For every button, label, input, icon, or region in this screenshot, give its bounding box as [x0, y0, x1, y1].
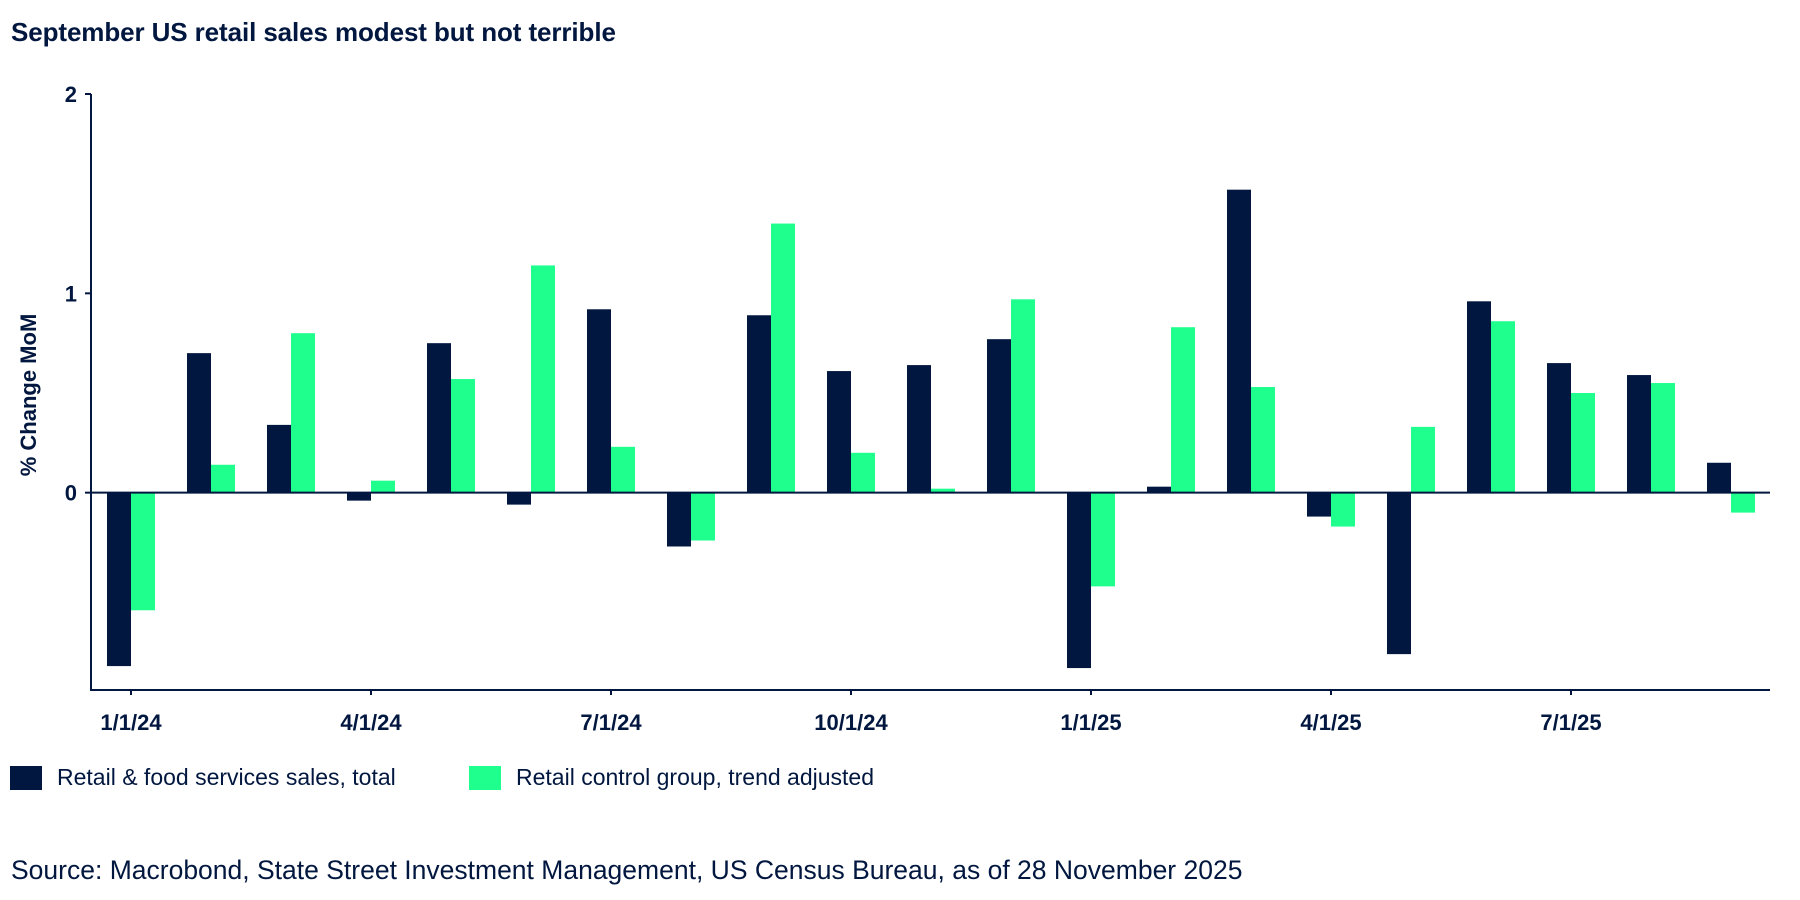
bar-control-2024-04 — [371, 480, 395, 493]
y-axis-label: % Change MoM — [16, 314, 41, 477]
bar-total-2024-11 — [907, 365, 931, 493]
x-tick-label: 1/1/25 — [1060, 710, 1121, 735]
bar-control-2025-06 — [1491, 321, 1515, 493]
bar-control-2024-01 — [131, 492, 155, 611]
legend-swatch-green — [469, 765, 501, 790]
bar-total-2025-02 — [1147, 486, 1171, 493]
bar-total-2025-05 — [1387, 492, 1411, 655]
chart-title: September US retail sales modest but not… — [11, 17, 616, 47]
bar-total-2025-04 — [1307, 492, 1331, 517]
bar-control-2024-07 — [611, 446, 635, 493]
bar-total-2024-06 — [507, 492, 531, 505]
bar-control-2025-04 — [1331, 492, 1355, 527]
bar-control-2025-03 — [1251, 387, 1275, 493]
bar-total-2024-01 — [107, 492, 131, 667]
x-tick-label: 7/1/24 — [580, 710, 642, 735]
bar-total-2024-08 — [667, 492, 691, 547]
legend-swatch-navy — [10, 765, 42, 790]
bar-chart: 0 1 2 1/1/24 4/1/24 7/1/24 10/1/24 1/1/25 4/1/2… — [16, 82, 1770, 735]
bar-total-2025-09 — [1707, 462, 1731, 493]
bar-total-2024-07 — [587, 309, 611, 493]
legend-item-total: Retail & food services sales, total — [10, 764, 396, 791]
bar-total-2024-04 — [347, 492, 371, 501]
x-ticks: 1/1/24 4/1/24 7/1/24 10/1/24 1/1/25 4/1/25 7/1… — [100, 690, 1602, 735]
bar-control-2024-05 — [451, 379, 475, 493]
legend-label-control: Retail control group, trend adjusted — [516, 764, 874, 790]
bar-control-2024-12 — [1011, 299, 1035, 493]
bar-control-2024-08 — [691, 492, 715, 541]
bar-total-2024-10 — [827, 371, 851, 493]
bar-total-2025-01 — [1067, 492, 1091, 669]
y-tick-label: 0 — [65, 481, 77, 506]
x-tick-label: 1/1/24 — [100, 710, 162, 735]
bars-group — [107, 189, 1755, 669]
x-tick-label: 7/1/25 — [1540, 710, 1601, 735]
x-tick-label: 4/1/25 — [1300, 710, 1361, 735]
legend-item-control: Retail control group, trend adjusted — [469, 764, 874, 791]
bar-control-2024-09 — [771, 223, 795, 493]
bar-total-2024-02 — [187, 353, 211, 493]
x-tick-label: 4/1/24 — [340, 710, 402, 735]
bar-total-2024-03 — [267, 424, 291, 493]
bar-control-2024-06 — [531, 265, 555, 493]
bar-control-2025-09 — [1731, 492, 1755, 513]
bar-total-2025-08 — [1627, 375, 1651, 493]
bar-control-2025-02 — [1171, 327, 1195, 493]
y-ticks: 0 1 2 — [65, 82, 91, 506]
bar-control-2025-05 — [1411, 426, 1435, 493]
legend: Retail & food services sales, total Reta… — [0, 764, 1800, 794]
bar-control-2024-02 — [211, 464, 235, 493]
bar-total-2024-09 — [747, 315, 771, 493]
legend-label-total: Retail & food services sales, total — [57, 764, 396, 790]
bar-control-2025-08 — [1651, 383, 1675, 493]
bar-control-2024-03 — [291, 333, 315, 493]
bar-total-2025-07 — [1547, 363, 1571, 493]
bar-total-2024-05 — [427, 343, 451, 493]
bar-control-2024-10 — [851, 452, 875, 493]
bar-total-2024-12 — [987, 339, 1011, 493]
bar-control-2024-11 — [931, 488, 955, 493]
y-tick-label: 2 — [65, 82, 77, 107]
bar-total-2025-06 — [1467, 301, 1491, 493]
bar-control-2025-01 — [1091, 492, 1115, 587]
y-tick-label: 1 — [65, 281, 77, 306]
bar-control-2025-07 — [1571, 392, 1595, 493]
x-tick-label: 10/1/24 — [814, 710, 888, 735]
bar-total-2025-03 — [1227, 189, 1251, 493]
source-note: Source: Macrobond, State Street Investme… — [11, 855, 1243, 885]
